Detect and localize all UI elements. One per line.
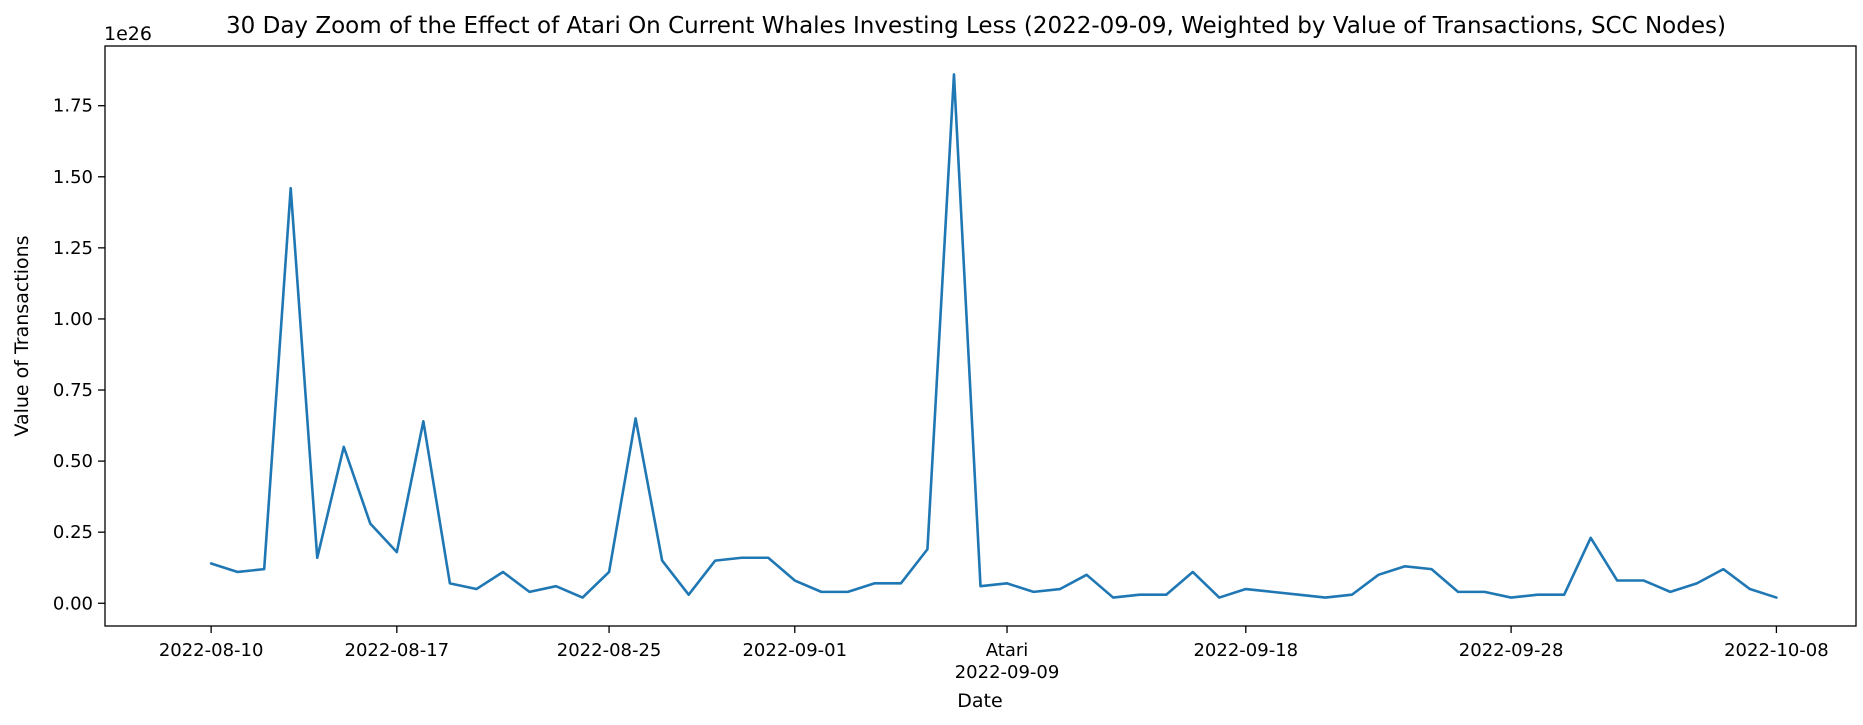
y-tick-label: 1.25: [53, 238, 93, 259]
x-axis-label: Date: [957, 690, 1002, 712]
x-tick-label: 2022-09-18: [1193, 640, 1298, 661]
x-tick-label: 2022-09-09: [955, 662, 1060, 683]
x-tick-label: 2022-09-28: [1459, 640, 1564, 661]
y-axis-offset-label: 1e26: [104, 23, 152, 45]
y-tick-label: 1.00: [53, 309, 93, 330]
x-tick-label: 2022-09-01: [742, 640, 847, 661]
y-tick-label: 1.75: [53, 96, 93, 117]
y-tick-label: 0.50: [53, 451, 93, 472]
y-tick-label: 0.75: [53, 380, 93, 401]
series-group: [209, 73, 1778, 599]
x-tick-label: 2022-08-17: [345, 640, 450, 661]
x-tick-label: 2022-08-25: [557, 640, 662, 661]
y-tick-label: 1.50: [53, 167, 93, 188]
y-axis-label: Value of Transactions: [11, 235, 33, 436]
y-tick-label: 0.25: [53, 522, 93, 543]
series-line: [209, 73, 1778, 599]
y-axis: 0.00 0.25 0.50 0.75 1.00 1.25 1.50 1.75: [53, 96, 105, 614]
x-tick-label: 2022-08-10: [159, 640, 264, 661]
y-tick-label: 0.00: [53, 593, 93, 614]
x-tick-annotation: Atari: [986, 640, 1029, 661]
chart-title: 30 Day Zoom of the Effect of Atari On Cu…: [226, 13, 1726, 39]
x-tick-label: 2022-10-08: [1724, 640, 1829, 661]
x-axis: 2022-08-10 2022-08-17 2022-08-25 2022-09-01…: [159, 626, 1829, 683]
plot-frame: [104, 45, 1857, 627]
